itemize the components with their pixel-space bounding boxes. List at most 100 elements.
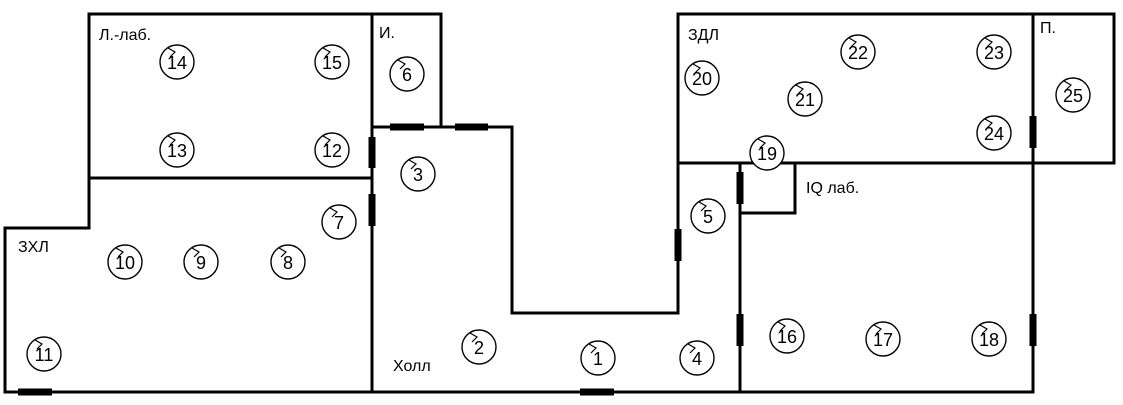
marker-11: 11	[26, 336, 62, 372]
marker-number: 21	[795, 90, 815, 110]
marker-14: 14	[159, 44, 195, 80]
marker-13: 13	[159, 132, 195, 168]
marker-arrow-icon	[687, 343, 696, 354]
marker-number: 3	[413, 165, 423, 185]
marker-number: 1	[593, 349, 603, 369]
iq-lab-notch-wall	[738, 161, 797, 215]
marker-circle	[840, 34, 876, 70]
marker-number: 4	[692, 349, 702, 369]
l-lab-walls	[87, 12, 443, 230]
marker-1: 1	[580, 340, 616, 376]
marker-number: 22	[848, 43, 868, 63]
room-label-i: И.	[379, 25, 395, 42]
marker-arrow-icon	[167, 47, 176, 58]
marker-21: 21	[787, 81, 823, 117]
marker-number: 19	[757, 144, 777, 164]
marker-10: 10	[107, 244, 143, 280]
marker-8: 8	[270, 244, 306, 280]
marker-arrow-icon	[979, 324, 988, 335]
marker-arrow-icon	[698, 201, 707, 212]
outer-left-wall	[3, 161, 1035, 394]
marker-2: 2	[461, 329, 497, 365]
marker-arrow-icon	[34, 339, 43, 350]
marker-arrow-icon	[397, 59, 406, 70]
marker-20: 20	[684, 60, 720, 96]
marker-number: 13	[167, 141, 187, 161]
room-label-l-lab: Л.-лаб.	[99, 27, 151, 44]
marker-18: 18	[971, 321, 1007, 357]
marker-circle	[769, 318, 805, 354]
marker-arrow-icon	[322, 47, 331, 58]
marker-circle	[26, 336, 62, 372]
marker-circle	[270, 244, 306, 280]
marker-number: 7	[334, 213, 344, 233]
marker-number: 5	[703, 207, 713, 227]
marker-7: 7	[321, 204, 357, 240]
marker-arrow-icon	[115, 247, 124, 258]
marker-circle	[389, 56, 425, 92]
marker-arrow-icon	[588, 343, 597, 354]
marker-arrow-icon	[322, 135, 331, 146]
marker-22: 22	[840, 34, 876, 70]
marker-circle	[976, 115, 1012, 151]
marker-number: 17	[873, 330, 893, 350]
marker-arrow-icon	[848, 37, 857, 48]
room-label-holl: Холл	[393, 358, 431, 375]
marker-15: 15	[314, 44, 350, 80]
marker-3: 3	[400, 156, 436, 192]
room-labels: Л.-лаб. И. ЗДЛ П. IQ лаб. ЗХЛ Холл	[18, 20, 1056, 375]
marker-16: 16	[769, 318, 805, 354]
marker-arrow-icon	[1063, 80, 1072, 91]
marker-number: 25	[1063, 86, 1083, 106]
marker-circle	[400, 156, 436, 192]
marker-circle	[1055, 77, 1091, 113]
marker-circle	[690, 198, 726, 234]
marker-17: 17	[865, 321, 901, 357]
marker-number: 10	[115, 253, 135, 273]
marker-circle	[107, 244, 143, 280]
marker-circle	[865, 321, 901, 357]
marker-arrow-icon	[167, 135, 176, 146]
marker-19: 19	[749, 135, 785, 171]
marker-circle	[684, 60, 720, 96]
marker-number: 14	[167, 53, 187, 73]
marker-circle	[321, 204, 357, 240]
marker-arrow-icon	[278, 247, 287, 258]
room-label-iq-lab: IQ лаб.	[806, 180, 859, 197]
marker-24: 24	[976, 115, 1012, 151]
marker-arrow-icon	[757, 138, 766, 149]
marker-circle	[461, 329, 497, 365]
marker-number: 6	[402, 65, 412, 85]
marker-circle	[749, 135, 785, 171]
room-label-zhl: ЗХЛ	[18, 239, 49, 256]
marker-arrow-icon	[329, 207, 338, 218]
marker-number: 23	[984, 43, 1004, 63]
marker-arrow-icon	[469, 332, 478, 343]
marker-circle	[314, 44, 350, 80]
marker-circle	[183, 244, 219, 280]
marker-number: 15	[322, 53, 342, 73]
marker-5: 5	[690, 198, 726, 234]
marker-arrow-icon	[795, 84, 804, 95]
marker-number: 20	[692, 69, 712, 89]
marker-number: 16	[777, 327, 797, 347]
marker-arrow-icon	[984, 118, 993, 129]
marker-circle	[314, 132, 350, 168]
marker-number: 12	[322, 141, 342, 161]
marker-arrow-icon	[777, 321, 786, 332]
marker-arrow-icon	[873, 324, 882, 335]
marker-6: 6	[389, 56, 425, 92]
marker-number: 8	[283, 253, 293, 273]
marker-circle	[976, 34, 1012, 70]
marker-arrow-icon	[984, 37, 993, 48]
marker-12: 12	[314, 132, 350, 168]
marker-number: 2	[474, 338, 484, 358]
marker-circle	[971, 321, 1007, 357]
marker-arrow-icon	[191, 247, 200, 258]
marker-23: 23	[976, 34, 1012, 70]
marker-circle	[159, 132, 195, 168]
marker-number: 9	[196, 253, 206, 273]
marker-circle	[159, 44, 195, 80]
corridor-walls	[439, 12, 1116, 315]
marker-number: 11	[35, 345, 54, 365]
